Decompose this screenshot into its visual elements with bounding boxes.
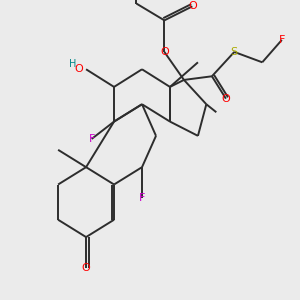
Text: O: O: [75, 64, 83, 74]
Text: F: F: [88, 134, 95, 144]
Text: O: O: [160, 47, 169, 57]
Text: S: S: [231, 47, 238, 57]
Text: O: O: [82, 263, 91, 273]
Text: H: H: [69, 59, 77, 69]
Text: F: F: [279, 35, 285, 45]
Text: F: F: [139, 194, 145, 203]
Text: O: O: [188, 2, 197, 11]
Text: O: O: [221, 94, 230, 104]
